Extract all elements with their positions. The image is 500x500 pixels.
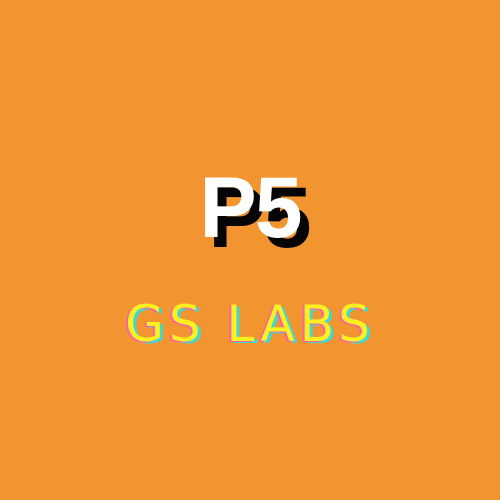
logo-title-group: P5 P5 <box>0 158 500 268</box>
logo-title-shadow: P5 <box>208 170 311 266</box>
logo-subtitle-pink-layer: GS LABS <box>123 296 373 354</box>
logo-title: P5 <box>199 160 302 256</box>
logo-subtitle: GS LABS <box>125 295 375 353</box>
logo-subtitle-cyan-layer: GS LABS <box>128 297 378 355</box>
logo-subtitle-group: GS LABS GS LABS GS LABS <box>0 292 500 364</box>
